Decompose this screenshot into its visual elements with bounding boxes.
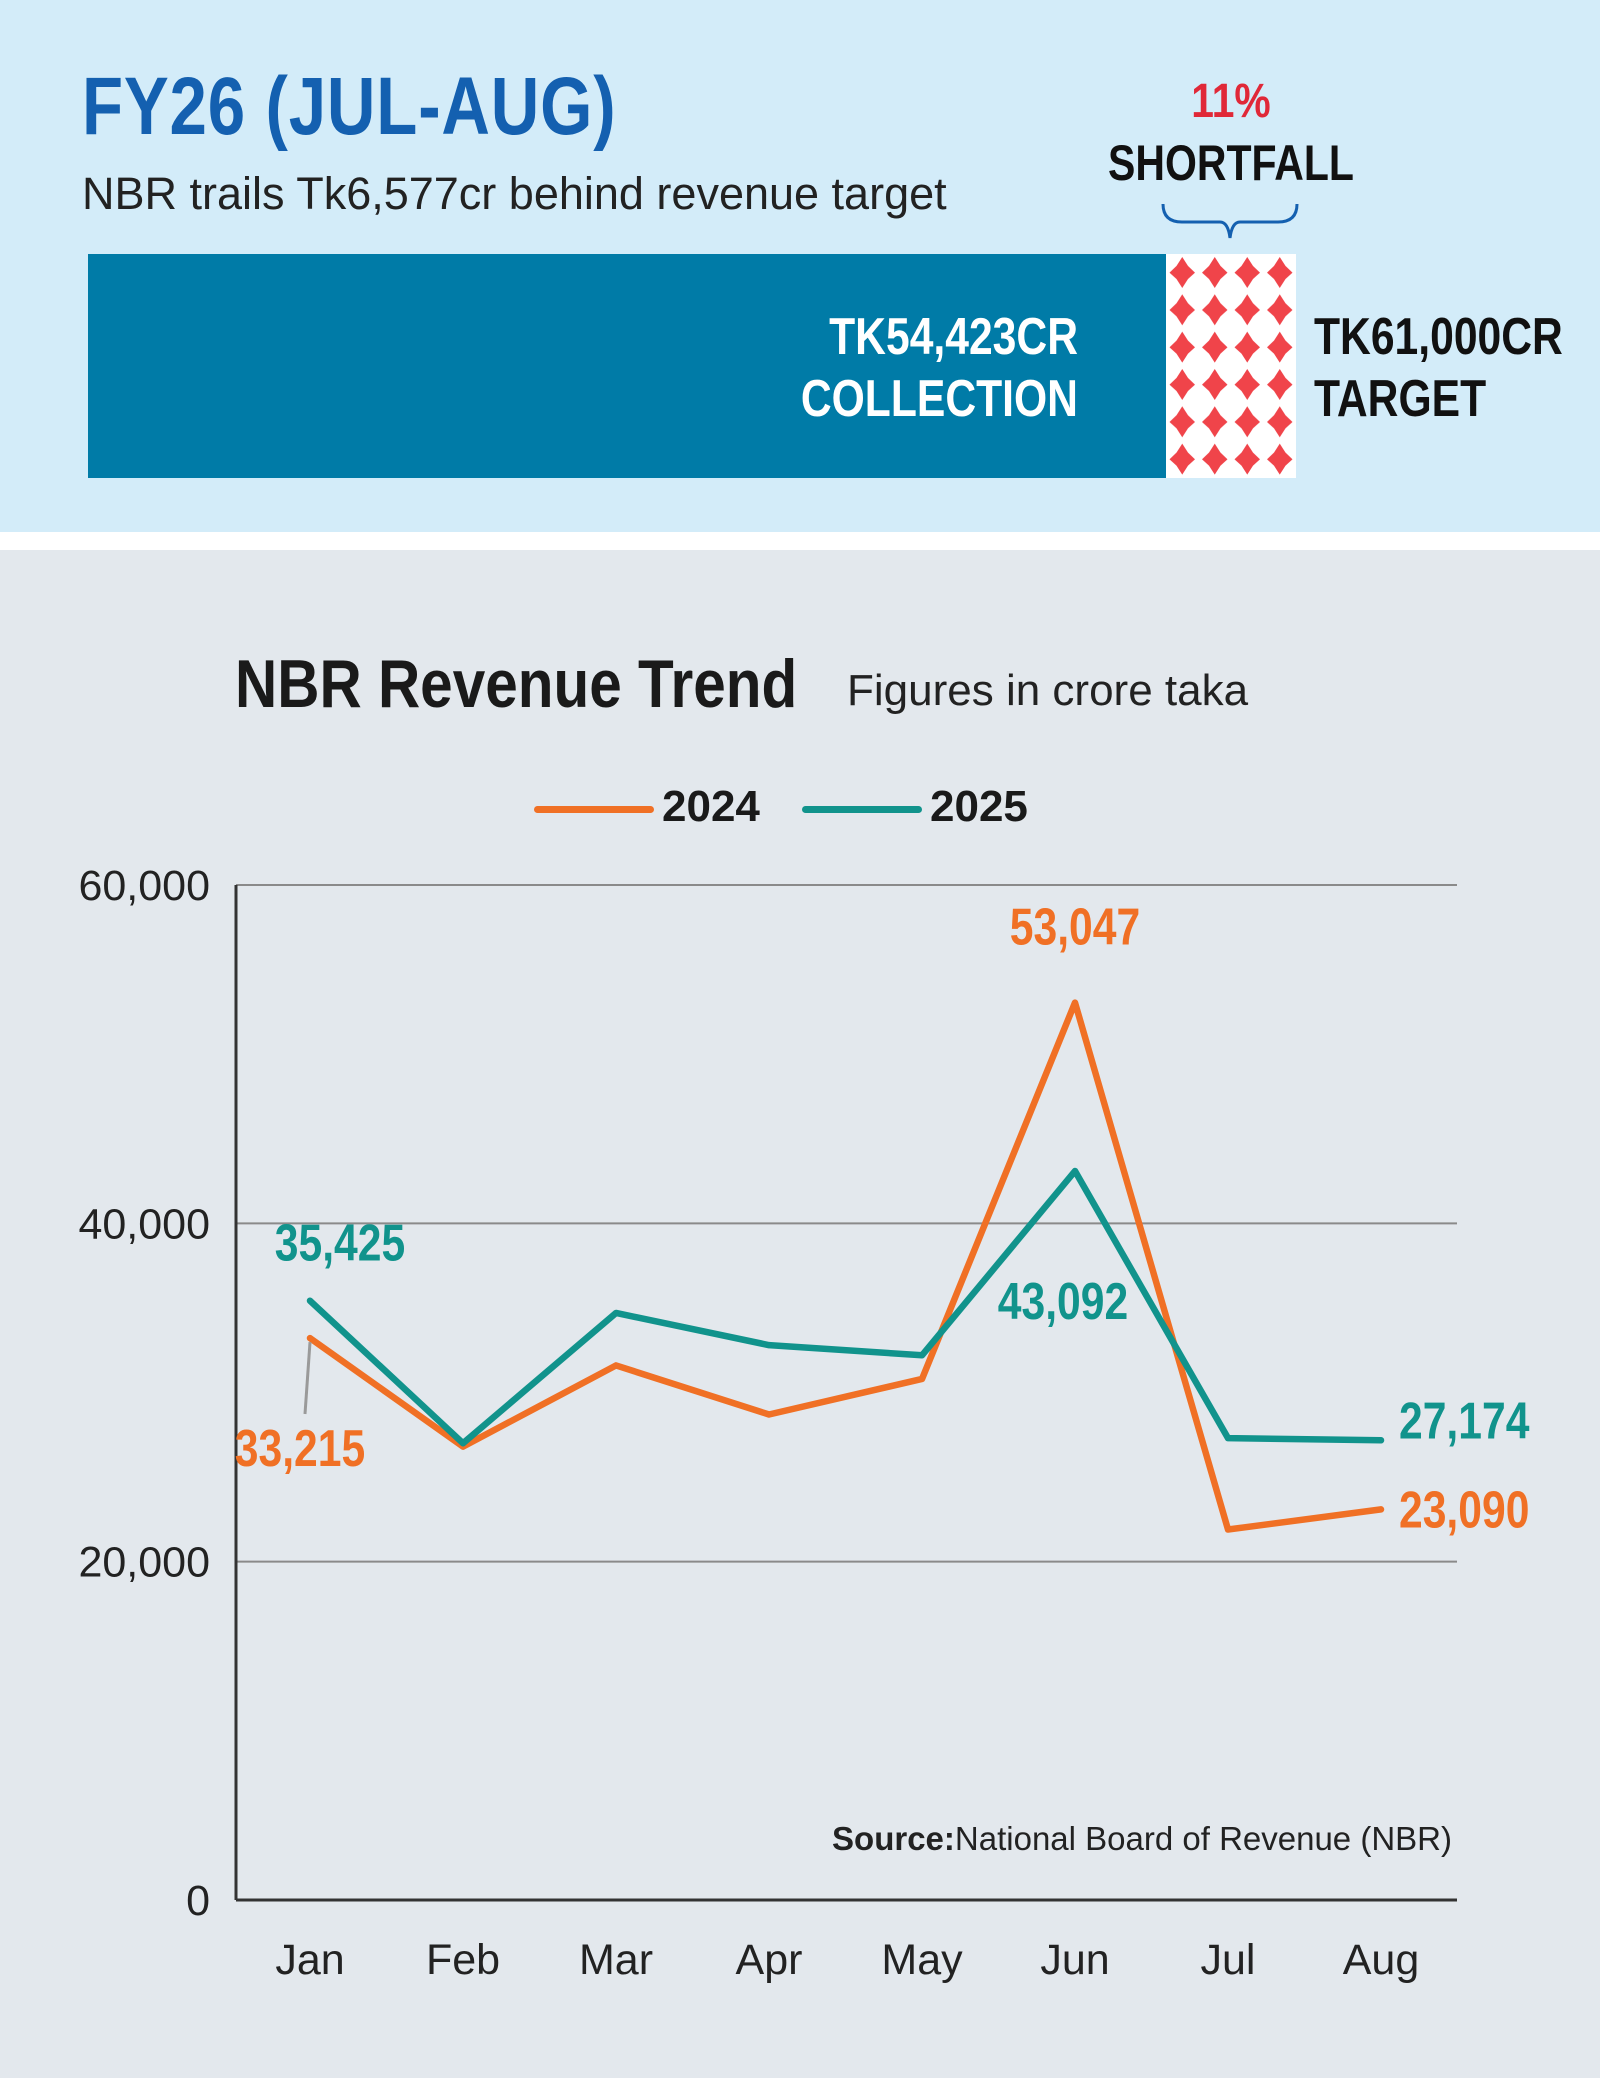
target-caption: TARGET	[1314, 370, 1487, 428]
source-note: Source:National Board of Revenue (NBR)	[832, 1820, 1452, 1858]
y-tick-label: 60,000	[78, 862, 210, 910]
shortfall-brace-icon	[1161, 203, 1299, 239]
collection-caption: COLLECTION	[800, 370, 1078, 428]
collection-amount: TK54,423CR	[829, 308, 1078, 366]
annotation-leader-line	[303, 1342, 312, 1415]
x-tick-label: Apr	[736, 1936, 803, 1984]
x-tick-label: Jun	[1040, 1936, 1109, 1984]
data-point-2025	[460, 1440, 466, 1447]
x-tick-label: Feb	[426, 1936, 500, 1984]
shortfall-label: SHORTFALL	[1108, 135, 1354, 191]
source-label: Source:	[832, 1820, 955, 1857]
series-line-2024	[306, 999, 1385, 1533]
legend-swatch-2025	[802, 806, 922, 813]
data-point-2024	[1072, 999, 1078, 1006]
legend-swatch-2024	[534, 806, 654, 813]
data-label: 33,215	[235, 1420, 365, 1478]
data-point-2024	[307, 1335, 313, 1342]
data-label: 27,174	[1399, 1392, 1530, 1450]
shortfall-pattern	[1166, 254, 1296, 478]
data-point-2025	[1378, 1437, 1384, 1444]
y-tick-label: 20,000	[78, 1539, 210, 1587]
summary-subtitle: NBR trails Tk6,577cr behind revenue targ…	[82, 168, 947, 219]
chart-panel	[0, 550, 1600, 2078]
data-point-2025	[766, 1342, 772, 1349]
data-point-2025	[307, 1297, 313, 1304]
data-point-2025	[613, 1309, 619, 1316]
data-point-2024	[919, 1375, 925, 1382]
source-text: National Board of Revenue (NBR)	[954, 1820, 1452, 1857]
series-line-2025	[306, 1167, 1385, 1447]
x-tick-label: Jul	[1201, 1936, 1256, 1984]
x-tick-label: Aug	[1343, 1936, 1420, 1984]
legend-label-2024: 2024	[662, 782, 760, 831]
data-label: 43,092	[998, 1273, 1128, 1331]
collection-bar	[88, 254, 1166, 478]
x-tick-label: Mar	[579, 1936, 653, 1984]
summary-title: FY26 (JUL-AUG)	[82, 61, 617, 152]
data-point-2025	[1225, 1435, 1231, 1442]
y-tick-label: 0	[186, 1877, 210, 1925]
legend-label-2025: 2025	[930, 782, 1028, 831]
y-tick-label: 40,000	[78, 1200, 210, 1248]
shortfall-percent: 11%	[1191, 75, 1271, 128]
chart-title: NBR Revenue Trend	[235, 646, 798, 722]
x-tick-label: Jan	[275, 1936, 344, 1984]
x-tick-label: May	[881, 1936, 963, 1984]
data-point-2024	[766, 1411, 772, 1418]
data-point-2025	[1072, 1168, 1078, 1175]
chart-subtitle: Figures in crore taka	[847, 666, 1249, 715]
data-point-2024	[613, 1362, 619, 1369]
data-point-2025	[919, 1352, 925, 1359]
target-amount: TK61,000CR	[1314, 308, 1563, 366]
collection-label: TK54,423CR COLLECTION	[801, 306, 1078, 430]
data-label: 23,090	[1399, 1481, 1529, 1539]
data-point-2024	[1378, 1506, 1384, 1513]
data-label: 53,047	[1010, 899, 1140, 957]
data-point-2024	[1225, 1526, 1231, 1533]
target-label: TK61,000CR TARGET	[1314, 306, 1563, 430]
data-label: 35,425	[275, 1215, 405, 1273]
